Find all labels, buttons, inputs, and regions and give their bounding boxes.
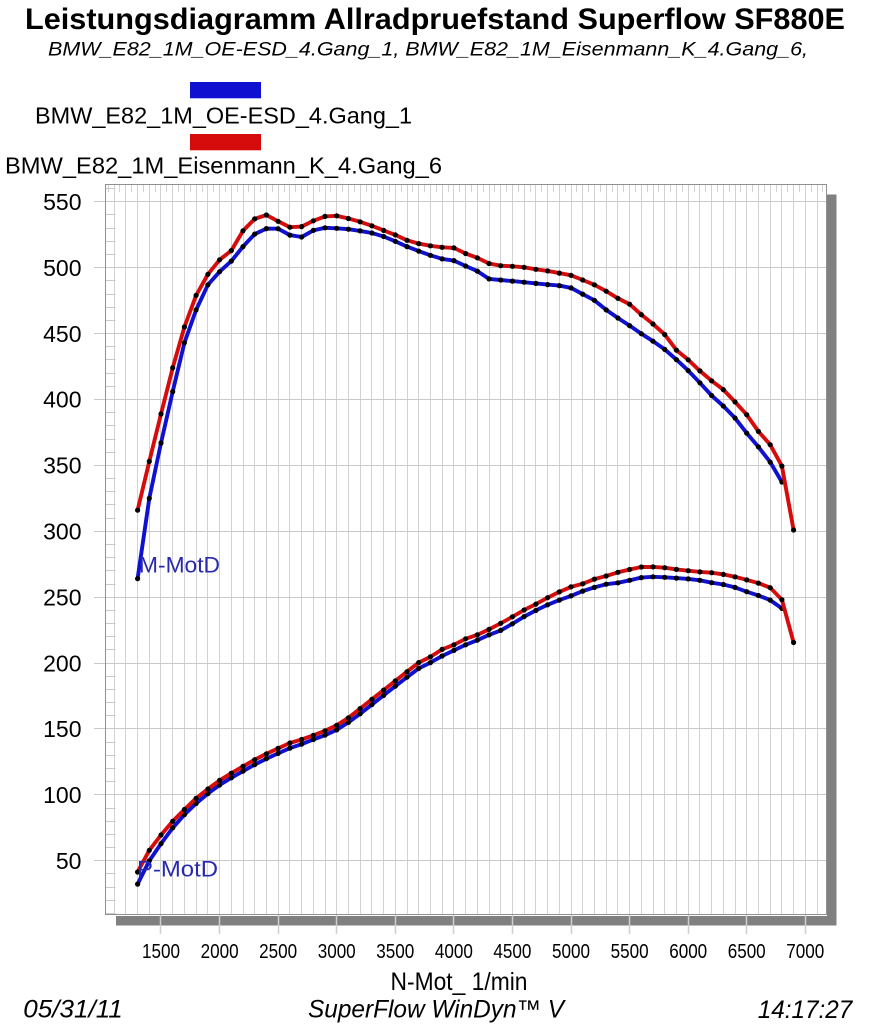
svg-text:BMW_E82_1M_OE-ESD_4.Gang_1: BMW_E82_1M_OE-ESD_4.Gang_1 <box>35 103 412 129</box>
svg-text:6500: 6500 <box>728 940 766 963</box>
svg-text:N-Mot_ 1/min: N-Mot_ 1/min <box>391 968 528 996</box>
svg-text:500: 500 <box>43 255 81 281</box>
svg-text:BMW_E82_1M_OE-ESD_4.Gang_1, BM: BMW_E82_1M_OE-ESD_4.Gang_1, BMW_E82_1M_E… <box>48 39 808 61</box>
svg-text:5000: 5000 <box>552 940 590 963</box>
svg-text:14:17:27: 14:17:27 <box>758 996 854 1024</box>
svg-text:P-MotD: P-MotD <box>137 857 218 882</box>
svg-text:6000: 6000 <box>669 940 707 963</box>
svg-text:450: 450 <box>43 321 81 347</box>
svg-text:7000: 7000 <box>786 940 824 963</box>
svg-text:1500: 1500 <box>142 940 180 963</box>
svg-text:4500: 4500 <box>493 940 531 963</box>
svg-text:05/31/11: 05/31/11 <box>23 996 123 1024</box>
svg-text:5500: 5500 <box>611 940 649 963</box>
svg-text:50: 50 <box>56 848 82 874</box>
svg-text:SuperFlow WinDyn™ V: SuperFlow WinDyn™ V <box>308 996 566 1024</box>
svg-text:100: 100 <box>43 782 81 808</box>
svg-text:200: 200 <box>43 650 81 676</box>
svg-text:400: 400 <box>43 387 81 413</box>
svg-text:2000: 2000 <box>201 940 239 963</box>
svg-text:250: 250 <box>43 584 81 610</box>
svg-text:3000: 3000 <box>318 940 356 963</box>
svg-text:M-MotD: M-MotD <box>139 552 220 577</box>
svg-text:4000: 4000 <box>435 940 473 963</box>
svg-text:Leistungsdiagramm Allradpruefs: Leistungsdiagramm Allradpruefstand Super… <box>25 3 845 36</box>
svg-text:350: 350 <box>43 453 81 479</box>
svg-text:2500: 2500 <box>259 940 297 963</box>
svg-text:3500: 3500 <box>376 940 414 963</box>
svg-text:150: 150 <box>43 716 81 742</box>
svg-text:300: 300 <box>43 519 81 545</box>
svg-text:550: 550 <box>43 189 81 215</box>
svg-text:BMW_E82_1M_Eisenmann_K_4.Gang_: BMW_E82_1M_Eisenmann_K_4.Gang_6 <box>5 153 442 179</box>
